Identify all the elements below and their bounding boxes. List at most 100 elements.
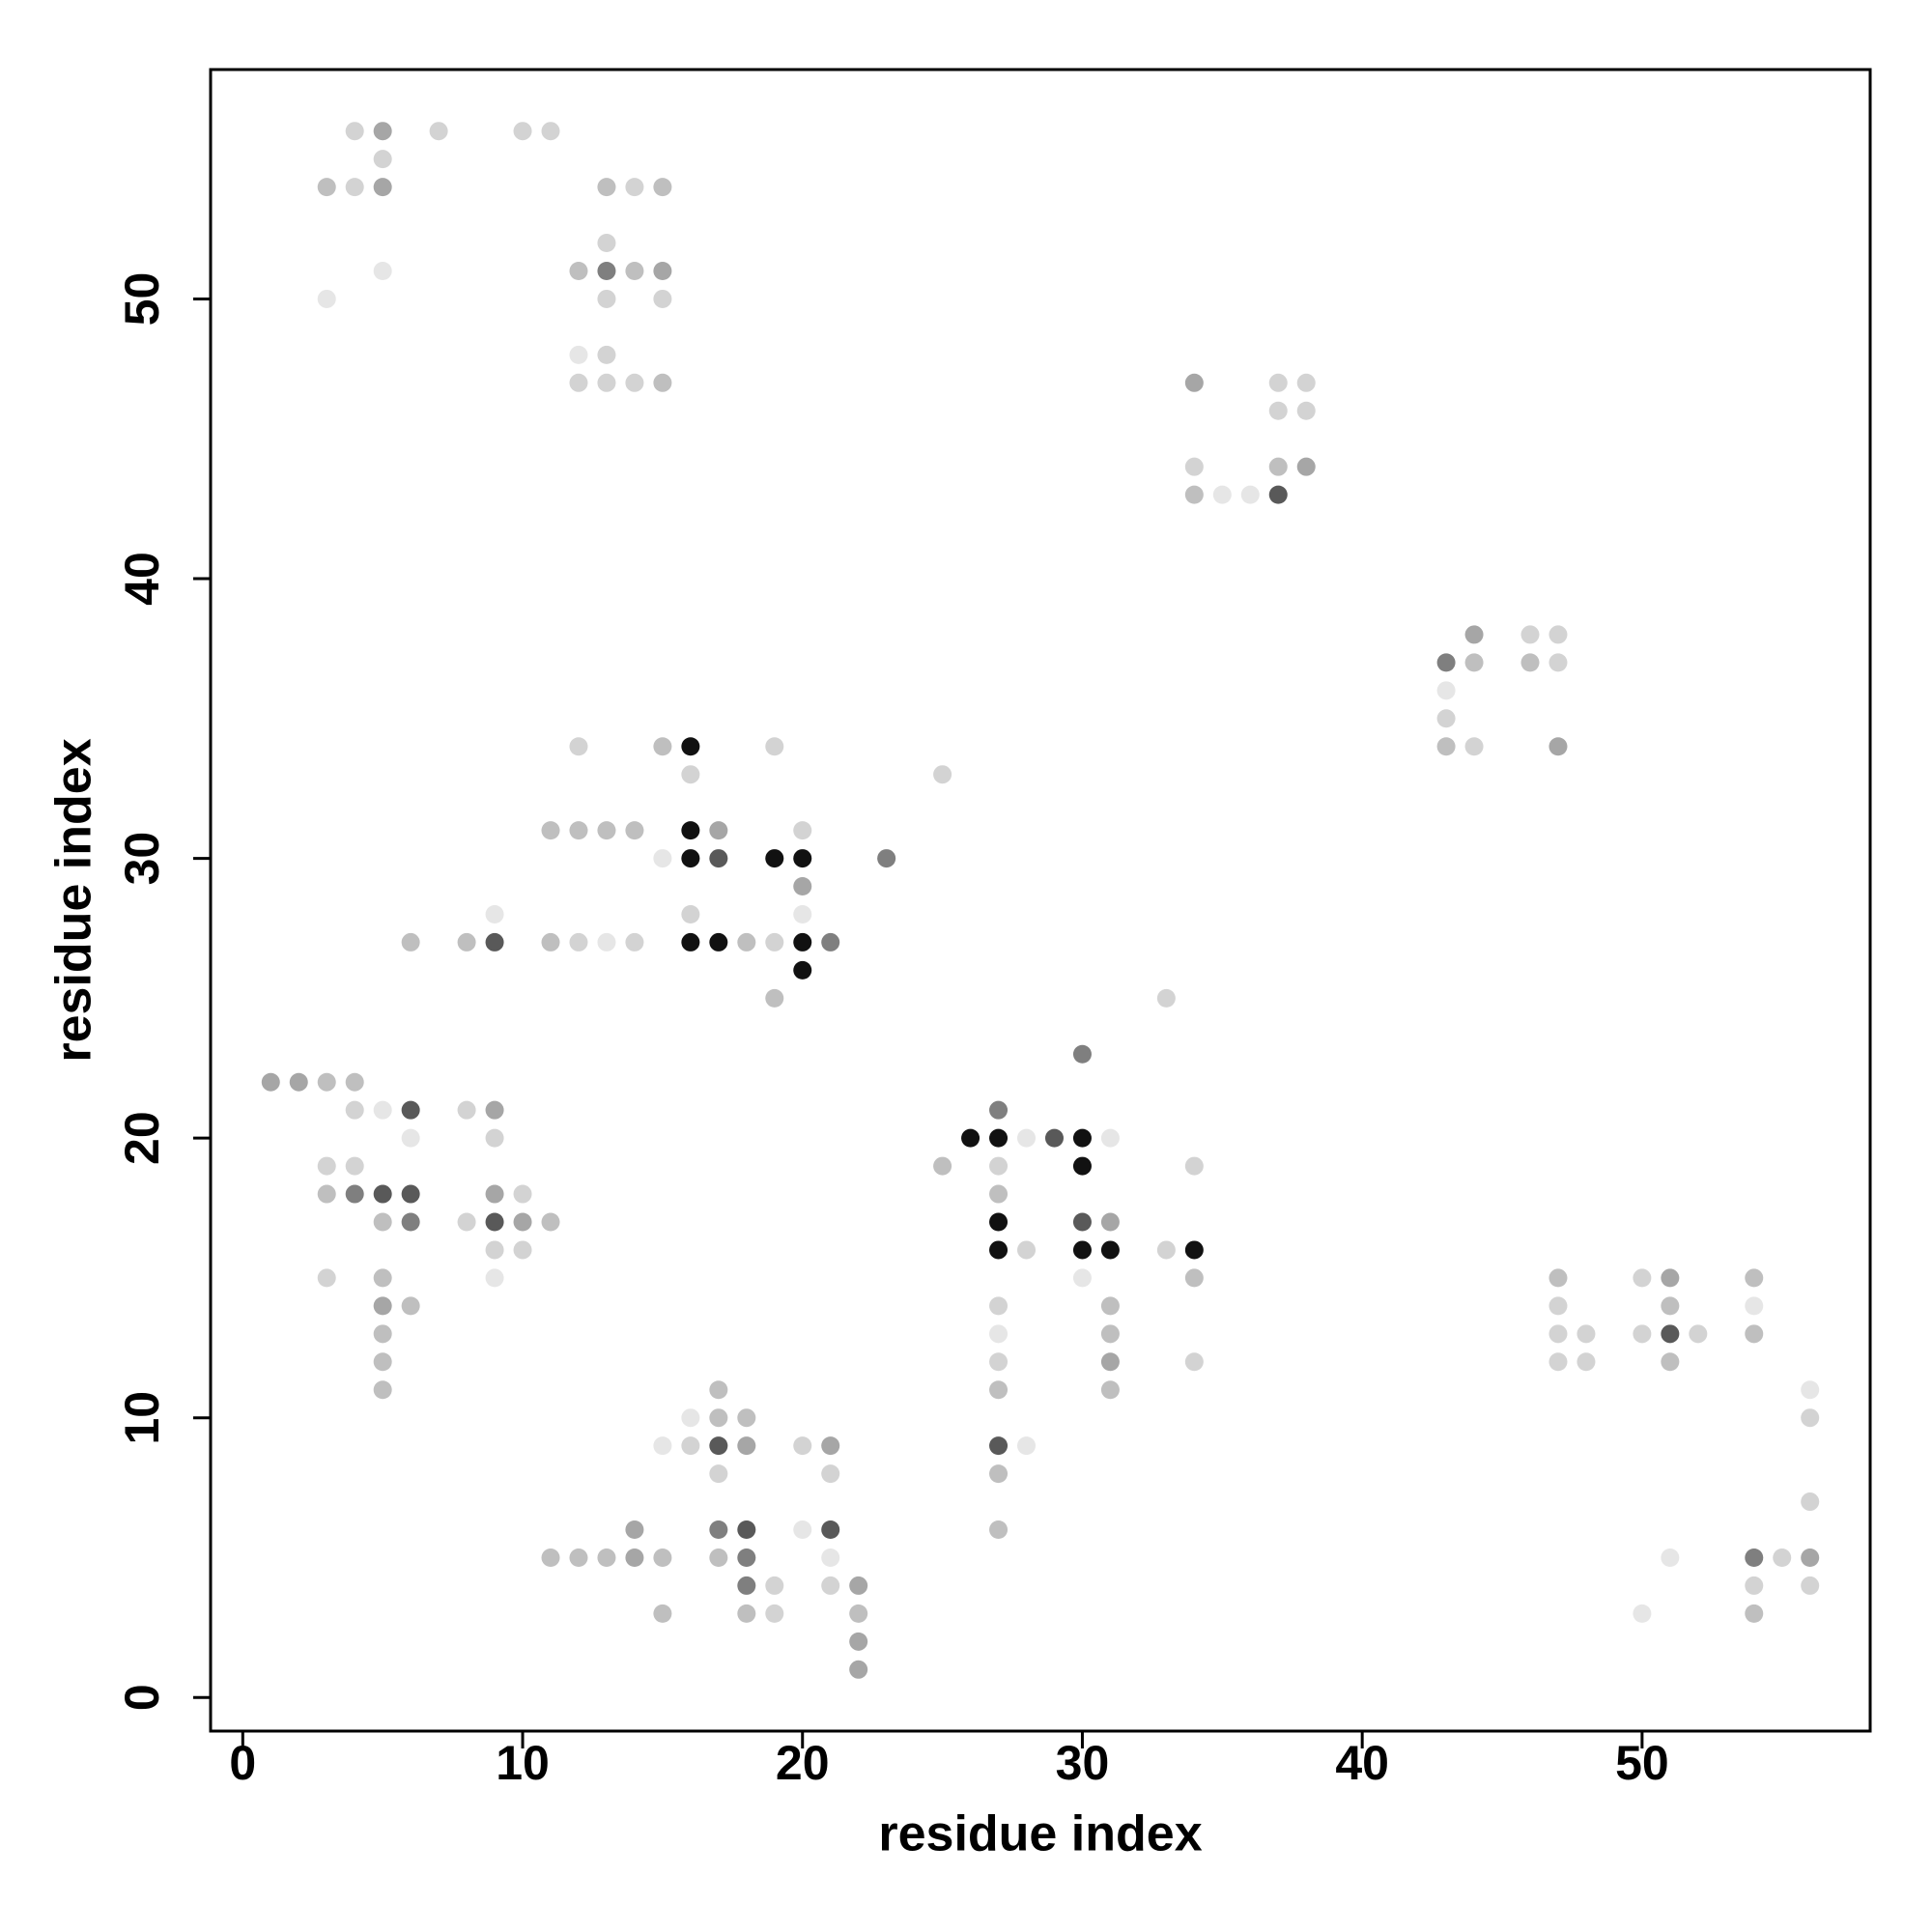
point (989, 1352, 1009, 1372)
y-tick-label: 20 (115, 1111, 169, 1165)
point (1520, 653, 1540, 672)
y-tick-label: 10 (115, 1391, 169, 1445)
point (1100, 1352, 1120, 1372)
point (1801, 1408, 1820, 1428)
point (793, 821, 812, 840)
point (457, 1100, 476, 1120)
point (401, 1128, 420, 1148)
point (1268, 401, 1288, 420)
point (653, 1548, 672, 1567)
point (793, 1436, 812, 1456)
point (849, 1632, 868, 1651)
point (653, 849, 672, 868)
point (345, 178, 364, 197)
point (989, 1100, 1009, 1120)
point (989, 1380, 1009, 1400)
x-tick-label: 20 (776, 1736, 830, 1790)
point (1100, 1240, 1120, 1260)
point (1520, 625, 1540, 644)
point (709, 1464, 728, 1484)
point (877, 849, 896, 868)
point (681, 932, 700, 952)
point (1072, 1240, 1092, 1260)
point (1017, 1128, 1037, 1148)
point (625, 373, 644, 392)
point (681, 1408, 700, 1428)
point (1577, 1324, 1596, 1344)
point (625, 1548, 644, 1567)
point (261, 1072, 280, 1092)
point (1464, 625, 1484, 644)
point (765, 849, 784, 868)
point (821, 1520, 840, 1540)
point (597, 261, 616, 280)
point (625, 1520, 644, 1540)
point (765, 1576, 784, 1595)
point (1100, 1296, 1120, 1316)
point (1633, 1324, 1652, 1344)
point (1212, 485, 1232, 504)
point (1436, 653, 1456, 672)
point (1548, 1296, 1568, 1316)
point (1773, 1548, 1792, 1567)
point (1633, 1604, 1652, 1623)
point (653, 261, 672, 280)
point (793, 849, 812, 868)
y-tick-label: 30 (115, 832, 169, 886)
point (1436, 737, 1456, 756)
point (989, 1324, 1009, 1344)
point (1100, 1128, 1120, 1148)
point (821, 1464, 840, 1484)
point (1661, 1548, 1680, 1567)
point (1072, 1044, 1092, 1064)
point (1184, 457, 1204, 476)
point (1801, 1492, 1820, 1512)
point (429, 122, 448, 141)
point (485, 932, 504, 952)
point (653, 1604, 672, 1623)
point (653, 289, 672, 308)
point (569, 821, 588, 840)
point (1661, 1296, 1680, 1316)
point (373, 261, 392, 280)
plot-frame (209, 68, 1872, 1733)
point (681, 821, 700, 840)
point (401, 1296, 420, 1316)
point (1072, 1268, 1092, 1288)
point (1017, 1240, 1037, 1260)
x-tick-label: 0 (229, 1736, 256, 1790)
x-tick-label: 50 (1615, 1736, 1669, 1790)
point (1548, 737, 1568, 756)
point (345, 122, 364, 141)
point (709, 849, 728, 868)
point (625, 261, 644, 280)
point (933, 1156, 952, 1176)
point (541, 1212, 560, 1232)
point (709, 1548, 728, 1567)
point (569, 261, 588, 280)
point (597, 373, 616, 392)
point (793, 1520, 812, 1540)
point (1072, 1128, 1092, 1148)
point (821, 1436, 840, 1456)
point (1184, 373, 1204, 392)
point (373, 1100, 392, 1120)
point (1548, 653, 1568, 672)
point (597, 178, 616, 197)
point (1184, 1156, 1204, 1176)
point (289, 1072, 308, 1092)
point (1268, 457, 1288, 476)
point (1184, 1268, 1204, 1288)
point (765, 932, 784, 952)
point (597, 821, 616, 840)
point (1661, 1352, 1680, 1372)
point (1296, 401, 1316, 420)
point (317, 1268, 336, 1288)
point (513, 122, 532, 141)
point (1661, 1324, 1680, 1344)
point (485, 1212, 504, 1232)
point (597, 932, 616, 952)
point (1745, 1268, 1764, 1288)
point (1072, 1212, 1092, 1232)
